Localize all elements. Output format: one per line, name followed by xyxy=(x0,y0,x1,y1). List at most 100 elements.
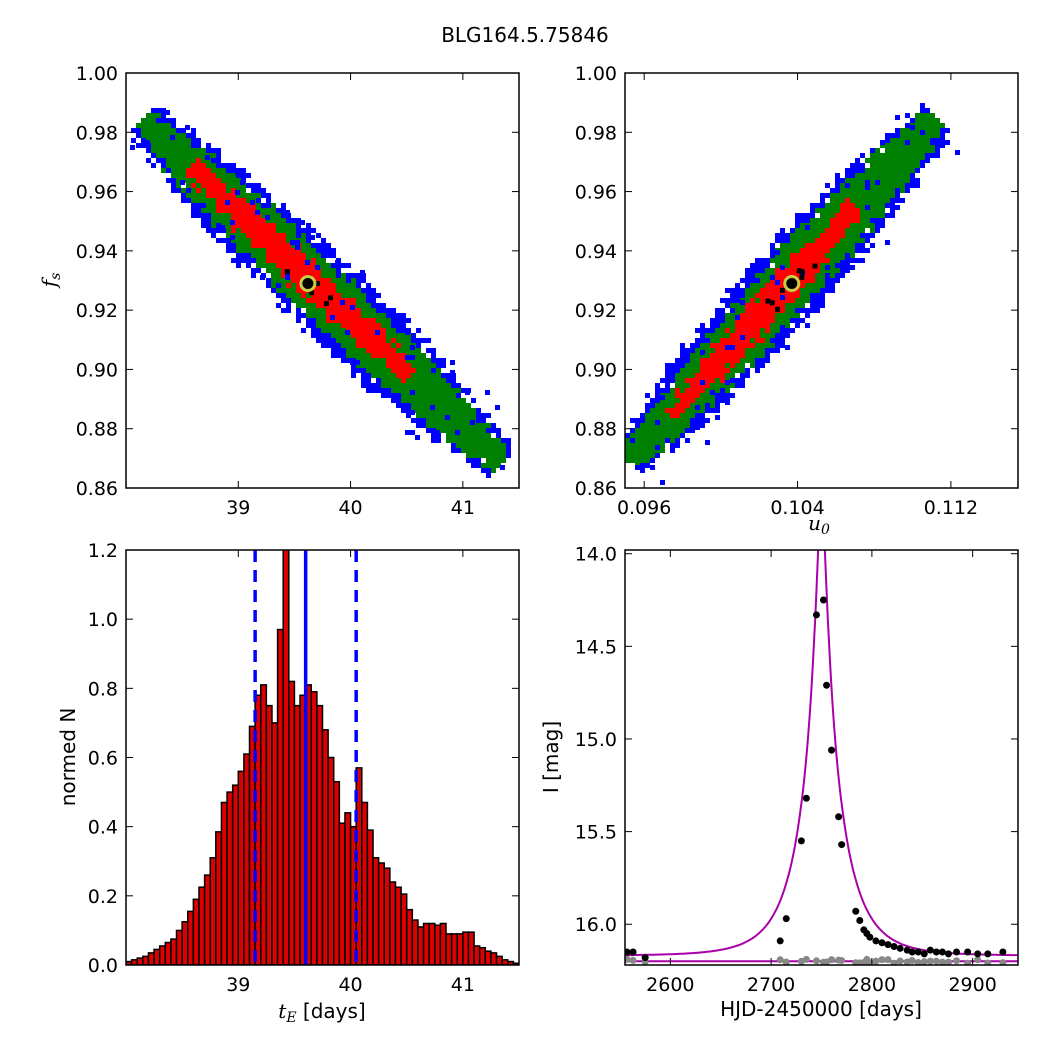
cell-outer xyxy=(331,338,336,343)
cell-outer xyxy=(436,358,441,363)
cell-inner xyxy=(820,233,825,238)
cell-mid xyxy=(860,238,865,243)
cell-outer xyxy=(630,428,635,433)
cell-inner xyxy=(391,348,396,353)
cell-mid xyxy=(316,323,321,328)
cell-mid xyxy=(760,348,765,353)
cell-outer xyxy=(860,258,865,263)
cell-outer xyxy=(421,418,426,423)
cell-mid xyxy=(486,453,491,458)
cell-outer xyxy=(925,153,930,158)
cell-mid xyxy=(655,413,660,418)
cell-mid xyxy=(431,413,436,418)
cell-outer xyxy=(810,208,815,213)
cell-mid xyxy=(296,298,301,303)
cell-inner xyxy=(291,258,296,263)
cell-outer xyxy=(256,198,261,203)
cell-mid xyxy=(416,403,421,408)
cell-outer xyxy=(276,208,281,213)
cell-mid xyxy=(456,398,461,403)
cell-outlier xyxy=(410,390,415,395)
cell-mid xyxy=(840,243,845,248)
cell-mid xyxy=(895,173,900,178)
cell-mid xyxy=(830,248,835,253)
cell-outer xyxy=(281,203,286,208)
cell-inner xyxy=(276,238,281,243)
cell-mid xyxy=(880,203,885,208)
cell-outer xyxy=(935,138,940,143)
cell-inner xyxy=(256,223,261,228)
cell-mid xyxy=(755,353,760,358)
cell-mid xyxy=(306,253,311,258)
cell-mid xyxy=(790,303,795,308)
cell-outer xyxy=(760,263,765,268)
histogram-bar xyxy=(377,862,386,965)
cell-mid xyxy=(630,453,635,458)
histogram-bar xyxy=(383,867,391,965)
cell-mid xyxy=(810,288,815,293)
cell-outer xyxy=(431,368,436,373)
cell-inner xyxy=(321,293,326,298)
cell-outer xyxy=(176,128,181,133)
residual-point xyxy=(938,958,946,965)
cell-mid xyxy=(830,268,835,273)
cell-inner xyxy=(326,283,331,288)
cell-mid xyxy=(640,448,645,453)
cell-inner xyxy=(311,293,316,298)
cell-inner xyxy=(261,233,266,238)
cell-mid xyxy=(860,188,865,193)
cell-outlier xyxy=(375,385,380,390)
cell-core xyxy=(775,306,781,312)
cell-mid xyxy=(860,218,865,223)
cell-inner xyxy=(361,318,366,323)
cell-outer xyxy=(436,363,441,368)
histogram-bar xyxy=(293,704,301,965)
cell-outer xyxy=(755,358,760,363)
cell-outer xyxy=(685,438,690,443)
cell-outlier xyxy=(405,355,410,360)
cell-inner xyxy=(725,338,730,343)
cell-mid xyxy=(910,133,915,138)
cell-outlier xyxy=(680,360,685,365)
cell-outer xyxy=(810,303,815,308)
x-tick-label: 39 xyxy=(226,497,250,519)
cell-outer xyxy=(795,213,800,218)
cell-mid xyxy=(740,363,745,368)
cell-inner xyxy=(845,203,850,208)
cell-outer xyxy=(416,328,421,333)
cell-outer xyxy=(251,273,256,278)
cell-outer xyxy=(431,438,436,443)
cell-mid xyxy=(146,128,151,133)
cell-mid xyxy=(401,348,406,353)
cell-outer xyxy=(246,263,251,268)
cell-mid xyxy=(486,448,491,453)
cell-outlier xyxy=(735,290,740,295)
cell-outer xyxy=(386,388,391,393)
cell-mid xyxy=(815,288,820,293)
cell-outer xyxy=(456,383,461,388)
cell-outer xyxy=(251,188,256,193)
cell-mid xyxy=(635,433,640,438)
cell-mid xyxy=(346,288,351,293)
cell-outer xyxy=(745,273,750,278)
cell-mid xyxy=(226,228,231,233)
cell-mid xyxy=(685,373,690,378)
cell-outlier xyxy=(955,150,960,155)
cell-outer xyxy=(730,288,735,293)
cell-inner xyxy=(211,183,216,188)
cell-inner xyxy=(770,288,775,293)
x-tick-label: 40 xyxy=(338,497,362,519)
cell-outer xyxy=(735,283,740,288)
cell-outer xyxy=(920,163,925,168)
cell-inner xyxy=(186,173,191,178)
cell-mid xyxy=(920,138,925,143)
cell-outer xyxy=(820,198,825,203)
cell-mid xyxy=(296,303,301,308)
cell-outlier xyxy=(720,395,725,400)
residual-point xyxy=(872,957,880,965)
cell-inner xyxy=(296,283,301,288)
cell-inner xyxy=(366,318,371,323)
cell-mid xyxy=(431,373,436,378)
cell-mid xyxy=(920,113,925,118)
cell-inner xyxy=(720,358,725,363)
